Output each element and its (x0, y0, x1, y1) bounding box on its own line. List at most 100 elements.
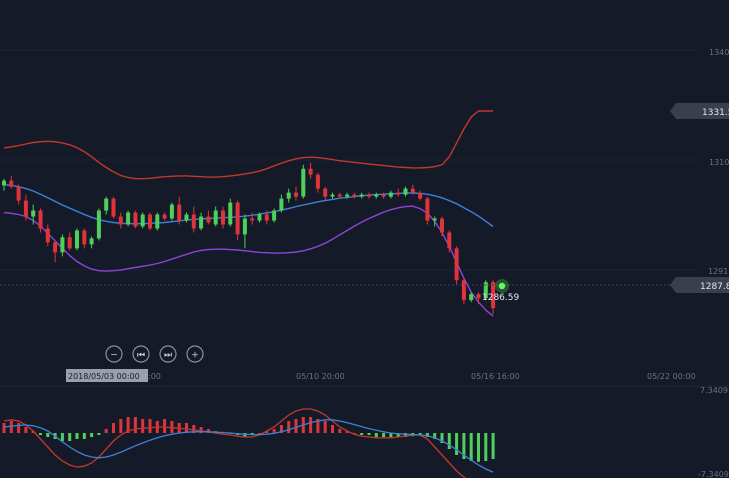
middle-band-line (3, 184, 494, 228)
macd-bar-39 (287, 421, 291, 433)
macd-bar-57 (418, 433, 422, 436)
candle-body-32 (235, 202, 240, 235)
lower-band-line (3, 205, 494, 317)
macd-bar-13 (97, 433, 101, 435)
upper-band-line (3, 110, 494, 180)
macd-bar-11 (82, 433, 86, 439)
candle-body-8 (60, 237, 65, 253)
current-badge-text: 1287.8 (700, 282, 729, 292)
candle-body-21 (155, 214, 160, 229)
macd-bar-26 (192, 425, 196, 433)
macd-bar-37 (272, 429, 276, 433)
candle-body-64 (469, 294, 474, 301)
candle-body-57 (418, 192, 423, 199)
candle-body-49 (359, 194, 364, 197)
candle-body-25 (184, 214, 189, 221)
candle-body-35 (257, 214, 262, 221)
macd-bar-35 (258, 433, 261, 434)
candle-body-34 (250, 218, 255, 221)
macd-bar-1 (9, 421, 13, 433)
macd-bar-45 (331, 425, 334, 433)
candle-body-18 (133, 212, 138, 227)
candle-body-28 (206, 216, 211, 223)
candle-body-41 (301, 168, 306, 197)
macd-bar-16 (119, 419, 123, 433)
candle-body-26 (191, 214, 196, 229)
macd-bar-15 (112, 423, 115, 433)
main-gridlines (0, 49, 700, 271)
candle-body-20 (148, 214, 152, 229)
candle-body-29 (213, 210, 218, 225)
macd-bar-22 (163, 419, 167, 433)
zoom-in-icon-glyph: + (191, 351, 199, 361)
current-price-badge: 1287.8 (670, 277, 729, 293)
macd-bar-17 (126, 417, 130, 433)
macd-bar-61 (447, 433, 451, 449)
zoom-out-button[interactable]: − (105, 345, 123, 363)
candle-body-6 (45, 228, 50, 243)
candle-body-5 (38, 210, 43, 229)
skip-back-button[interactable]: ⏮ (132, 345, 150, 363)
candle-body-36 (264, 214, 269, 221)
candle-body-4 (31, 210, 36, 217)
candle-body-27 (199, 216, 204, 229)
candle-body-13 (96, 210, 101, 239)
macd-bar-10 (75, 433, 79, 439)
candle-body-59 (432, 218, 437, 221)
macd-bar-9 (68, 433, 72, 441)
macd-bar-58 (425, 433, 429, 437)
macd-bar-0 (2, 423, 6, 433)
candle-body-33 (242, 218, 247, 235)
macd-bar-14 (104, 429, 108, 433)
x-tick-0522: 05/22 00:00 (647, 372, 696, 381)
candle-body-55 (403, 188, 408, 195)
candle-body-61 (447, 232, 452, 249)
candle-body-43 (315, 174, 320, 189)
macd-bar-60 (440, 433, 444, 443)
macd-bar-6 (46, 433, 50, 437)
macd-bar-12 (90, 433, 94, 437)
macd-bar-66 (484, 433, 488, 461)
candle-body-9 (67, 237, 72, 249)
macd-bar-33 (243, 433, 247, 437)
candle-body-19 (140, 214, 145, 227)
candle-body-63 (461, 280, 466, 301)
candle-body-56 (410, 188, 415, 193)
live-price-dot (498, 282, 506, 290)
candle-body-2 (16, 186, 21, 201)
x-tick-0510: 05/10 20:00 (296, 372, 345, 381)
candle-body-45 (330, 194, 335, 197)
skip-back-icon-glyph: ⏮ (137, 351, 145, 361)
macd-bar-63 (462, 433, 466, 459)
skip-forward-button[interactable]: ⏭ (159, 345, 177, 363)
y-tick-1291: 1291 (708, 267, 728, 276)
candle-body-52 (381, 194, 386, 197)
candle-body-24 (177, 204, 182, 221)
zoom-out-icon-glyph: − (110, 351, 118, 361)
candle-body-12 (89, 238, 94, 245)
macd-bar-3 (24, 427, 28, 433)
candle-body-17 (126, 212, 131, 225)
macd-bar-20 (148, 419, 152, 433)
candle-body-58 (425, 198, 430, 221)
y-tick-1310: 1310 (709, 158, 729, 167)
candle-body-39 (286, 192, 291, 199)
upper-badge-text: 1331.5 (702, 108, 729, 118)
bollinger-bands (3, 110, 494, 317)
candle-body-37 (272, 210, 277, 221)
skip-forward-icon-glyph: ⏭ (164, 351, 172, 361)
macd-bar-23 (170, 421, 174, 433)
macd-bar-27 (199, 427, 203, 433)
candle-body-10 (75, 230, 79, 249)
candle-body-51 (374, 194, 379, 197)
candle-body-65 (476, 294, 481, 299)
macd-bar-18 (133, 417, 137, 433)
candle-body-48 (352, 194, 357, 197)
macd-bar-53 (389, 433, 393, 437)
macd-bar-19 (141, 419, 145, 433)
candle-body-53 (388, 192, 393, 197)
macd-bar-64 (469, 433, 473, 461)
zoom-in-button[interactable]: + (186, 345, 204, 363)
macd-bar-28 (206, 429, 210, 433)
